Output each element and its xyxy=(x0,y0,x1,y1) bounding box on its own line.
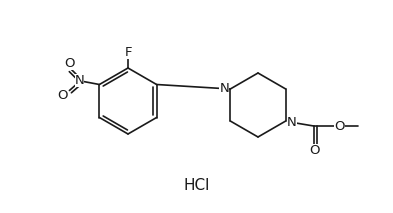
Text: O: O xyxy=(334,119,345,132)
Text: HCl: HCl xyxy=(184,177,210,193)
Text: O: O xyxy=(309,144,320,157)
Text: O: O xyxy=(57,89,68,102)
Text: N: N xyxy=(219,82,229,95)
Text: N: N xyxy=(75,74,84,87)
Text: N: N xyxy=(287,115,297,128)
Text: F: F xyxy=(124,46,132,59)
Text: O: O xyxy=(64,57,75,70)
